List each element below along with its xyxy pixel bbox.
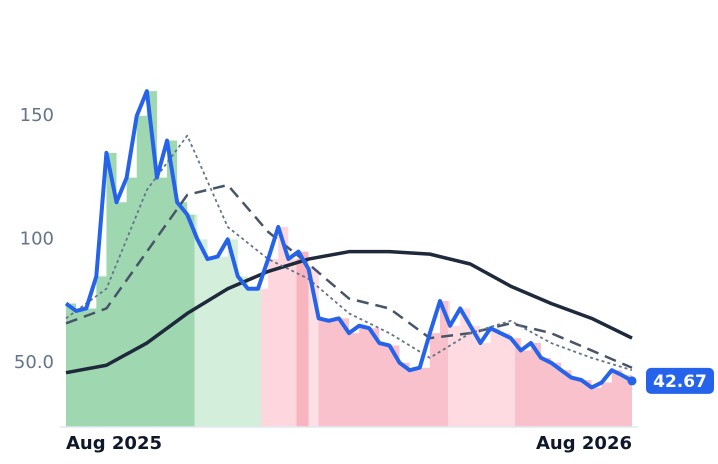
y-tick-label: 50.0	[14, 352, 54, 373]
y-tick-label: 100	[20, 228, 54, 249]
price-line	[64, 89, 633, 390]
moving-average-line	[65, 249, 633, 375]
y-tick-label: 150	[20, 105, 54, 126]
last-point	[627, 376, 637, 386]
last-value-badge	[646, 367, 714, 394]
price-area	[66, 91, 632, 428]
x-tick-label: Aug 2025	[66, 433, 162, 454]
moving-average-line	[65, 134, 633, 372]
moving-average-line	[65, 183, 633, 369]
x-tick-label: Aug 2026	[536, 433, 632, 454]
last-value-label: 42.67	[653, 372, 707, 392]
